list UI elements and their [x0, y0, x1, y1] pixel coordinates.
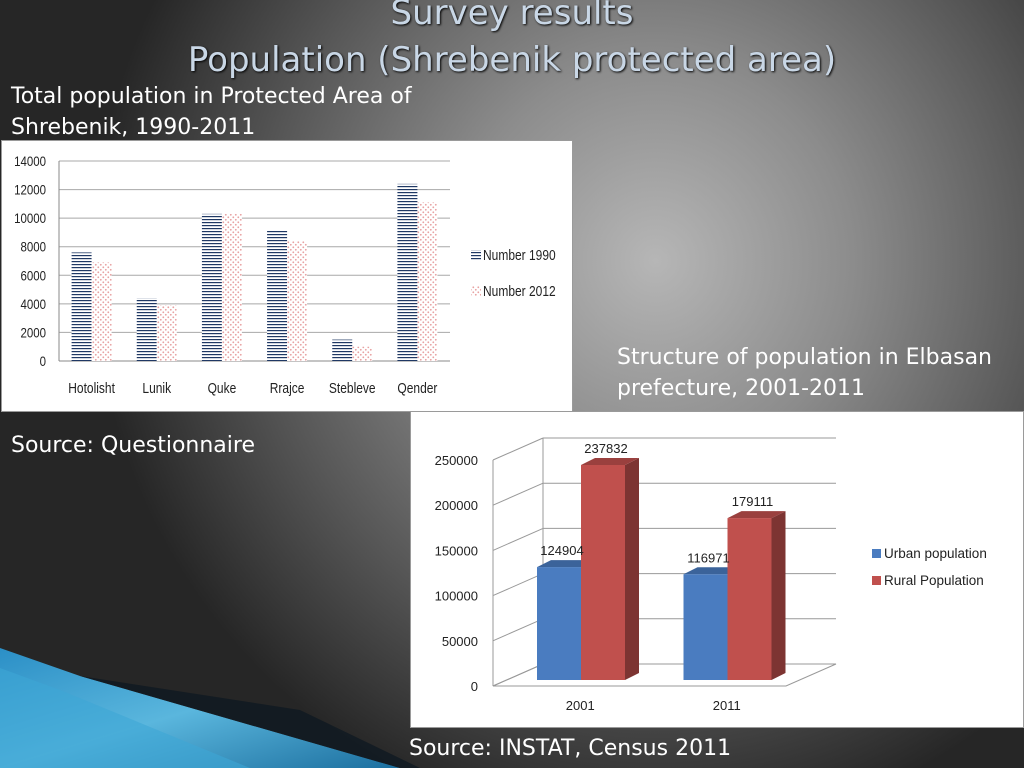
bar-1990	[332, 339, 353, 361]
gridline-depth	[492, 482, 544, 506]
bar-2012	[91, 262, 112, 361]
bar-urban	[537, 567, 581, 680]
x-tick-label: Lunik	[142, 380, 171, 397]
bar-1990	[136, 298, 157, 361]
y-tick-label: 0	[471, 679, 478, 694]
legend-swatch	[872, 549, 881, 558]
x-tick-label: Stebleve	[329, 380, 376, 397]
legend-label: Rural Population	[884, 573, 984, 588]
y-tick-label: 50000	[442, 634, 478, 649]
gridline-depth	[492, 527, 544, 551]
bar-2012	[352, 346, 373, 361]
y-tick-label: 150000	[435, 543, 478, 558]
bar-top	[581, 457, 639, 465]
bar-urban	[683, 574, 728, 680]
x-tick-label: Rrajce	[270, 380, 305, 397]
data-label: 116971	[687, 550, 729, 565]
y-tick-label: 0	[40, 353, 46, 369]
y-tick-label: 4000	[20, 296, 46, 312]
y-tick-label: 200000	[435, 498, 478, 513]
x-tick-label: Quke	[208, 380, 237, 397]
data-label: 237832	[584, 441, 627, 456]
y-tick-label: 12000	[14, 181, 46, 197]
legend-swatch	[471, 286, 481, 296]
chart1-source: Source: Questionnaire	[11, 433, 255, 458]
data-label: 179111	[732, 494, 773, 509]
floor	[492, 663, 837, 687]
chart-shrebenik-population: 0 2000 4000 6000 8000 10000 12000 14000 Hotolish…	[1, 140, 573, 412]
bar-rural	[581, 464, 625, 680]
chart1-caption: Total population in Protected Area of Sh…	[11, 84, 412, 140]
legend-swatch	[872, 576, 881, 585]
slide-title: Survey results Population (Shrebenik pro…	[0, 0, 1024, 84]
y-tick-label: 10000	[14, 210, 46, 226]
y-tick-label: 2000	[20, 324, 46, 340]
gridline-depth	[492, 573, 544, 597]
bar-rural	[727, 518, 772, 680]
x-tick-label: Hotolisht	[68, 380, 115, 397]
slide-title-line1: Survey results	[390, 0, 634, 33]
bar-2012	[287, 241, 308, 361]
bar-1990	[397, 183, 418, 361]
legend-label: Number 1990	[483, 247, 556, 264]
bar-1990	[71, 252, 92, 361]
y-tick-label: 14000	[14, 153, 46, 169]
chart2-source: Source: INSTAT, Census 2011	[409, 736, 732, 761]
gridline-depth	[492, 437, 544, 461]
legend-label: Urban population	[884, 546, 987, 561]
bar-side	[771, 511, 786, 680]
bar-top	[537, 560, 595, 568]
x-tick-label: Qender	[397, 380, 437, 397]
gridline-depth	[492, 618, 544, 642]
y-tick-label: 6000	[20, 267, 46, 283]
y-tick-label: 8000	[20, 239, 46, 255]
bar-2012	[221, 213, 242, 361]
bar-1990	[201, 213, 222, 361]
bar-1990	[267, 229, 288, 361]
bar-side	[625, 457, 639, 680]
bar-top	[727, 511, 786, 519]
x-tick-label: 2011	[713, 698, 741, 713]
x-tick-label: 2001	[566, 698, 595, 713]
legend-label: Number 2012	[483, 283, 556, 300]
chart2-caption: Structure of population in Elbasan prefe…	[617, 345, 992, 401]
bar-top	[683, 567, 742, 575]
chart1-svg: 0 2000 4000 6000 8000 10000 12000 14000 Hotolish…	[14, 153, 556, 397]
y-tick-label: 250000	[435, 453, 478, 468]
chart2-svg: 0 50000 100000 150000 200000 250000 124904 2378…	[435, 437, 987, 713]
data-label: 124904	[540, 543, 583, 558]
chart-elbasan-structure: 0 50000 100000 150000 200000 250000 124904 2378…	[410, 411, 1024, 728]
bar-2012	[417, 202, 438, 361]
slide-title-line2: Population (Shrebenik protected area)	[187, 40, 837, 80]
y-tick-label: 100000	[435, 589, 478, 604]
bar-2012	[156, 305, 177, 361]
legend-swatch	[471, 250, 481, 260]
